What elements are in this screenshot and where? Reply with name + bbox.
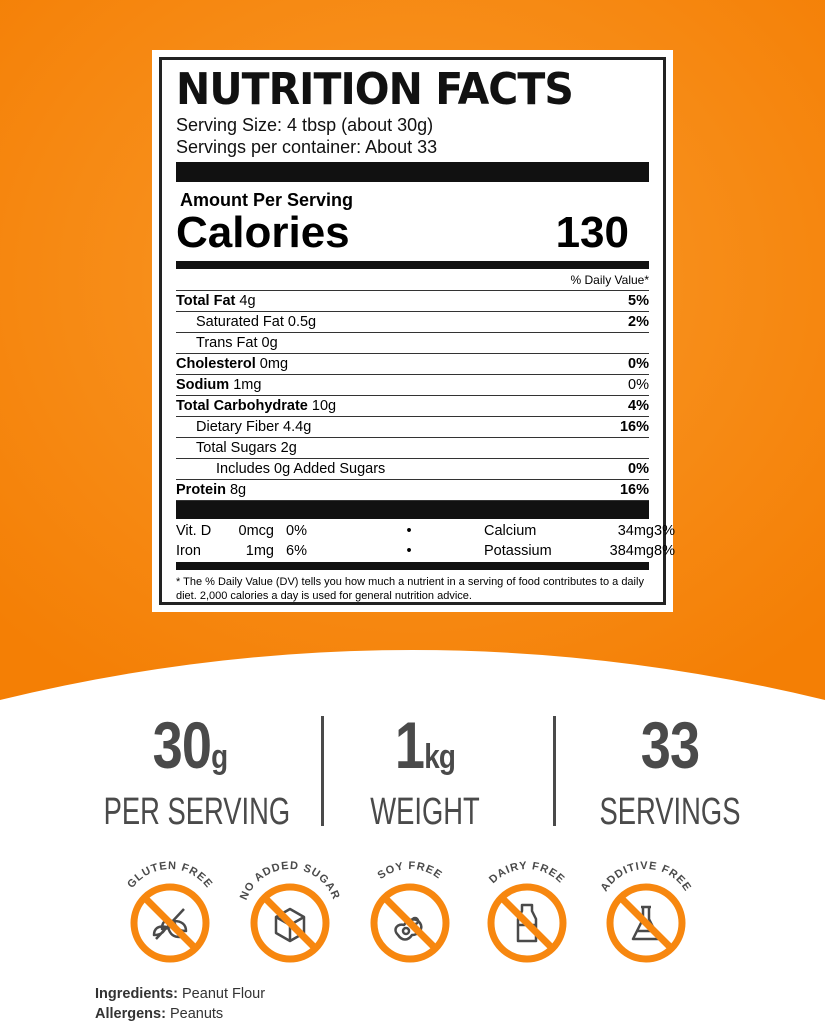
stat-label: WEIGHT xyxy=(370,791,480,833)
divider-bar xyxy=(176,261,649,269)
nutrition-facts-label: NUTRITION FACTS Serving Size: 4 tbsp (ab… xyxy=(152,50,675,612)
svg-text:DAIRY FREE: DAIRY FREE xyxy=(487,860,567,886)
servings-per-container: Servings per container: About 33 xyxy=(176,137,438,157)
stat-value: 30g xyxy=(152,708,229,782)
amount-per-serving: Amount Per Serving xyxy=(180,190,354,210)
badge-no-added-sugar: NO ADDED SUGAR xyxy=(235,860,345,970)
nutrient-row: Protein 8g 16% xyxy=(176,480,649,501)
nutrient-row: Includes 0g Added Sugars 0% xyxy=(176,459,649,480)
label-title: NUTRITION FACTS xyxy=(176,64,574,115)
stat-value: 33 xyxy=(640,708,700,782)
vitamin-cell: 8% xyxy=(654,543,675,559)
calories-row: Calories 130 xyxy=(176,211,649,255)
stat-label: SERVINGS xyxy=(599,791,741,833)
ingredients: Ingredients: Peanut Flour xyxy=(95,986,265,1002)
vitamin-cell: • xyxy=(406,543,412,559)
nutrient-dv: 16% xyxy=(619,419,649,435)
stat-per-serving: 30g PER SERVING xyxy=(70,712,310,834)
vitamin-row: Iron 1mg 6% • Potassium 384mg 8% xyxy=(176,541,675,561)
nutrient-name: Trans Fat 0g xyxy=(196,335,278,351)
daily-value-header: % Daily Value* xyxy=(176,269,649,291)
vitamin-cell: Vit. D xyxy=(176,523,212,539)
nutrient-name: Saturated Fat 0.5g xyxy=(196,314,317,330)
nutrient-name: Cholesterol 0mg xyxy=(176,356,289,372)
vitamin-row: Vit. D 0mcg 0% • Calcium 34mg 3% xyxy=(176,521,675,541)
nutrient-dv: 4% xyxy=(628,398,649,414)
vitamin-cell: Iron xyxy=(176,543,201,559)
allergens: Allergens: Peanuts xyxy=(95,1006,223,1022)
stat-divider xyxy=(553,716,556,826)
footnote: * The % Daily Value (DV) tells you how m… xyxy=(176,576,644,602)
vitamin-cell: 6% xyxy=(286,543,307,559)
vitamin-cell: 3% xyxy=(654,523,675,539)
vitamin-cell: • xyxy=(406,523,412,539)
divider-bar xyxy=(176,162,649,182)
calories-value: 130 xyxy=(555,208,629,257)
allergens-label: Allergens: xyxy=(95,1006,166,1022)
nutrient-dv: 0% xyxy=(628,377,649,393)
badge-gluten-free: GLUTEN FREE xyxy=(115,860,225,970)
vitamin-cell: Calcium xyxy=(484,523,537,539)
nutrient-dv: 16% xyxy=(619,482,649,498)
nutrient-name: Sodium 1mg xyxy=(176,377,262,393)
nutrient-dv: 0% xyxy=(628,356,649,372)
nutrient-name: Protein 8g xyxy=(176,482,247,498)
nutrient-row: Total Carbohydrate 10g 4% xyxy=(176,396,649,417)
nutrient-dv: 2% xyxy=(628,314,649,330)
vitamin-cell: 0mcg xyxy=(238,523,274,539)
nutrient-row: Saturated Fat 0.5g 2% xyxy=(176,312,649,333)
ingredients-label: Ingredients: xyxy=(95,986,178,1002)
nutrient-dv: 5% xyxy=(628,293,649,309)
nutrient-name: Includes 0g Added Sugars xyxy=(216,461,386,477)
nutrient-row: Total Sugars 2g xyxy=(176,438,649,459)
nutrient-name: Total Carbohydrate 10g xyxy=(176,398,337,414)
nutrient-dv: 0% xyxy=(628,461,649,477)
serving-size: Serving Size: 4 tbsp (about 30g) xyxy=(176,115,434,135)
nutrient-name: Total Sugars 2g xyxy=(196,440,297,456)
vitamin-cell: Potassium xyxy=(484,543,552,559)
nutrient-row: Cholesterol 0mg 0% xyxy=(176,354,649,375)
stat-divider xyxy=(321,716,324,826)
stat-servings: 33 SERVINGS xyxy=(550,712,790,834)
nutrient-name: Dietary Fiber 4.4g xyxy=(196,419,312,435)
badge-soy-free: SOY FREE xyxy=(355,860,465,970)
nutrient-row: Dietary Fiber 4.4g 16% xyxy=(176,417,649,438)
nutrient-row: Total Fat 4g 5% xyxy=(176,291,649,312)
nutrient-row: Trans Fat 0g xyxy=(176,333,649,354)
nutrient-name: Total Fat 4g xyxy=(176,293,256,309)
vitamin-cell: 384mg xyxy=(609,543,654,559)
svg-text:NO ADDED SUGAR: NO ADDED SUGAR xyxy=(238,860,342,902)
vitamin-cell: 1mg xyxy=(245,543,274,559)
badge-additive-free: ADDITIVE FREE xyxy=(591,860,701,970)
allergens-value: Peanuts xyxy=(169,1006,224,1022)
stat-label: PER SERVING xyxy=(103,791,291,833)
vitamin-cell: 0% xyxy=(286,523,307,539)
divider-bar xyxy=(176,562,649,570)
vitamin-cell: 34mg xyxy=(617,523,654,539)
ingredients-value: Peanut Flour xyxy=(182,986,266,1002)
stat-weight: 1kg WEIGHT xyxy=(305,712,545,834)
badge-dairy-free: DAIRY FREE xyxy=(472,860,582,970)
svg-text:SOY FREE: SOY FREE xyxy=(375,860,444,882)
stat-value: 1kg xyxy=(394,708,456,782)
calories-label: Calories xyxy=(176,208,350,257)
nutrient-row: Sodium 1mg 0% xyxy=(176,375,649,396)
divider-bar xyxy=(176,501,649,519)
